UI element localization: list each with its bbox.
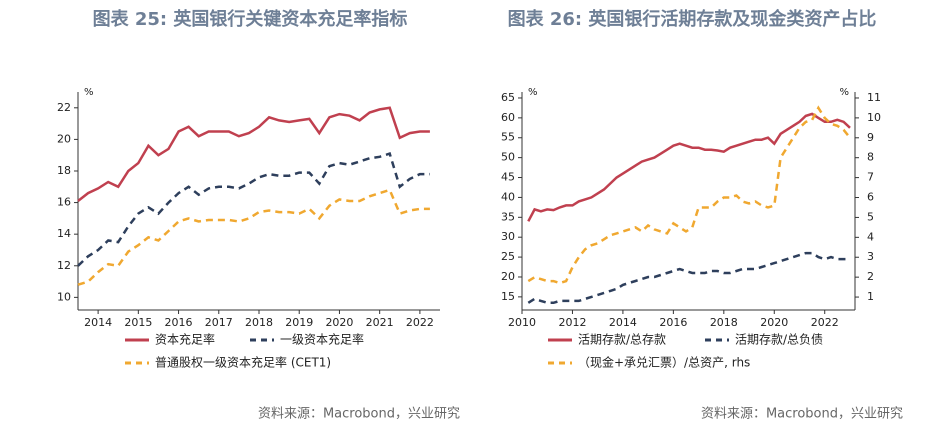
y2-tick-label: 1 bbox=[867, 290, 874, 303]
x-tick-label: 2020 bbox=[760, 316, 788, 329]
y-tick-label: 60 bbox=[501, 111, 515, 124]
y-tick-label: 65 bbox=[501, 91, 515, 104]
x-tick-label: 2018 bbox=[710, 316, 738, 329]
y2-tick-label: 5 bbox=[867, 210, 874, 223]
y-tick-label: 35 bbox=[501, 210, 515, 223]
y2-tick-label: 2 bbox=[867, 270, 874, 283]
x-tick-label: 2014 bbox=[84, 316, 112, 329]
y2-tick-label: 11 bbox=[867, 91, 881, 104]
y-axis-label: % bbox=[528, 87, 538, 98]
y2-tick-label: 9 bbox=[867, 131, 874, 144]
y-tick-label: 15 bbox=[501, 290, 515, 303]
series-line bbox=[527, 112, 851, 222]
legend-label: 资本充足率 bbox=[155, 332, 215, 347]
y-tick-label: 18 bbox=[57, 164, 71, 177]
series-line bbox=[527, 251, 850, 305]
y2-tick-label: 8 bbox=[867, 151, 874, 164]
y-tick-label: 45 bbox=[501, 171, 515, 184]
x-tick-label: 2022 bbox=[406, 316, 434, 329]
y-tick-label: 40 bbox=[501, 190, 515, 203]
series-line bbox=[527, 105, 851, 285]
x-tick-label: 2010 bbox=[508, 316, 536, 329]
legend-label: （现金+承兑汇票）/总资产, rhs bbox=[578, 355, 750, 370]
x-tick-label: 2012 bbox=[558, 316, 586, 329]
y-tick-label: 20 bbox=[57, 132, 71, 145]
chart-title: 图表 25: 英国银行关键资本充足率指标 bbox=[93, 8, 408, 30]
y-tick-label: 12 bbox=[57, 259, 71, 272]
y2-tick-label: 7 bbox=[867, 171, 874, 184]
x-tick-label: 2017 bbox=[205, 316, 233, 329]
x-tick-label: 2021 bbox=[366, 316, 394, 329]
x-tick-label: 2022 bbox=[811, 316, 839, 329]
series-line bbox=[77, 106, 430, 202]
x-tick-label: 2014 bbox=[609, 316, 637, 329]
legend-label: 活期存款/总存款 bbox=[578, 333, 666, 347]
legend-label: 一级资本充足率 bbox=[280, 332, 364, 347]
y-axis-label: % bbox=[84, 87, 94, 98]
y-tick-label: 14 bbox=[57, 227, 71, 240]
x-tick-label: 2018 bbox=[245, 316, 273, 329]
legend-label: 普通股权一级资本充足率 (CET1) bbox=[155, 355, 331, 370]
y2-tick-label: 3 bbox=[867, 250, 874, 263]
x-tick-label: 2019 bbox=[285, 316, 313, 329]
x-tick-label: 2015 bbox=[124, 316, 152, 329]
y-tick-label: 22 bbox=[57, 101, 71, 114]
x-tick-label: 2016 bbox=[659, 316, 687, 329]
x-tick-label: 2020 bbox=[325, 316, 353, 329]
series-line bbox=[77, 152, 430, 267]
y-tick-label: 16 bbox=[57, 196, 71, 209]
series-line bbox=[77, 188, 430, 286]
x-tick-label: 2016 bbox=[165, 316, 193, 329]
y-tick-label: 30 bbox=[501, 230, 515, 243]
source: 资料来源：Macrobond，兴业研究 bbox=[701, 407, 903, 422]
y-tick-label: 10 bbox=[57, 290, 71, 303]
y2-axis-label: % bbox=[839, 87, 849, 98]
y-tick-label: 25 bbox=[501, 250, 515, 263]
y2-tick-label: 10 bbox=[867, 111, 881, 124]
y-tick-label: 55 bbox=[501, 131, 515, 144]
y2-tick-label: 4 bbox=[867, 230, 874, 243]
source: 资料来源：Macrobond，兴业研究 bbox=[258, 407, 460, 422]
legend-label: 活期存款/总负债 bbox=[735, 333, 823, 347]
chart-title: 图表 26: 英国银行活期存款及现金类资产占比 bbox=[508, 8, 877, 30]
y2-tick-label: 6 bbox=[867, 191, 874, 204]
y-tick-label: 20 bbox=[501, 270, 515, 283]
y-tick-label: 50 bbox=[501, 151, 515, 164]
